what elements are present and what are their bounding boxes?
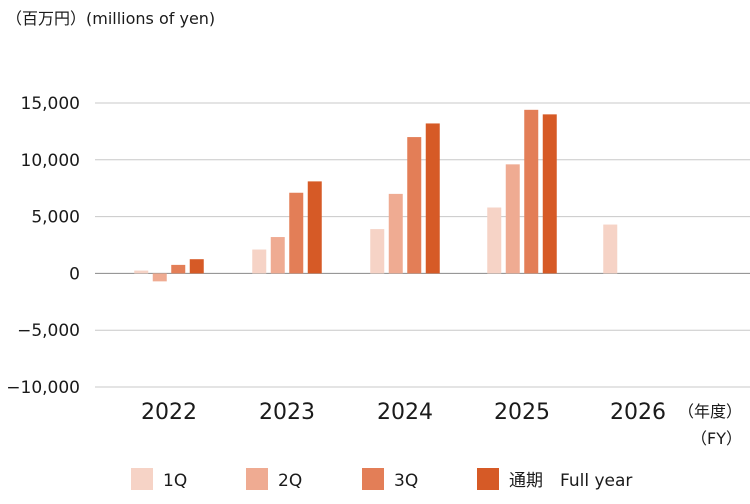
- legend-label: 3Q: [394, 471, 418, 491]
- x-tick-label: 2024: [377, 400, 433, 425]
- fy-label-ja: （年度）: [678, 402, 742, 421]
- bar-2023-1: [252, 249, 267, 274]
- grid-layer: [95, 102, 750, 388]
- unit-label: （百万円）(millions of yen): [6, 9, 215, 28]
- legend-swatch: [362, 468, 384, 490]
- x-tick-label: 2025: [494, 400, 550, 425]
- bar-2022-3: [171, 264, 186, 274]
- bar-2023-4: [307, 181, 322, 274]
- bar-2026-1: [603, 224, 618, 274]
- legend: 1Q 2Q 3Q 通期 Full year: [131, 468, 632, 491]
- bar-2025-4: [542, 114, 557, 274]
- legend-label: 2Q: [278, 471, 302, 491]
- legend-label: 1Q: [163, 471, 187, 491]
- legend-label: 通期 Full year: [509, 471, 632, 491]
- x-axis-ticks: 2022 2023 2024 2025 2026: [141, 400, 666, 425]
- bar-2025-1: [487, 207, 502, 274]
- y-axis-ticks: 15,000 10,000 5,000 0 −5,000 −10,000: [6, 94, 80, 398]
- bars: [134, 109, 618, 282]
- y-tick-label: −5,000: [17, 321, 80, 341]
- bar-2024-4: [425, 123, 440, 274]
- bar-2024-1: [370, 229, 385, 274]
- y-tick-label: −10,000: [6, 378, 80, 398]
- legend-swatch: [246, 468, 268, 490]
- fy-label-en: （FY）: [691, 429, 742, 448]
- y-tick-label: 10,000: [21, 151, 80, 171]
- y-tick-label: 15,000: [21, 94, 80, 114]
- bar-2024-2: [388, 193, 403, 274]
- bar-2023-3: [289, 192, 304, 274]
- legend-swatch: [477, 468, 499, 490]
- bar-2022-2: [152, 273, 167, 282]
- x-tick-label: 2022: [141, 400, 197, 425]
- x-tick-label: 2023: [259, 400, 315, 425]
- bar-2022-4: [189, 259, 204, 274]
- x-tick-label: 2026: [610, 400, 666, 425]
- y-tick-label: 5,000: [31, 208, 80, 228]
- bar-2023-2: [270, 237, 285, 274]
- bar-2022-1: [134, 270, 149, 274]
- bar-2025-2: [505, 164, 520, 274]
- legend-swatch: [131, 468, 153, 490]
- bar-2024-3: [407, 137, 422, 274]
- y-tick-label: 0: [69, 264, 80, 284]
- bar-2025-3: [524, 109, 539, 274]
